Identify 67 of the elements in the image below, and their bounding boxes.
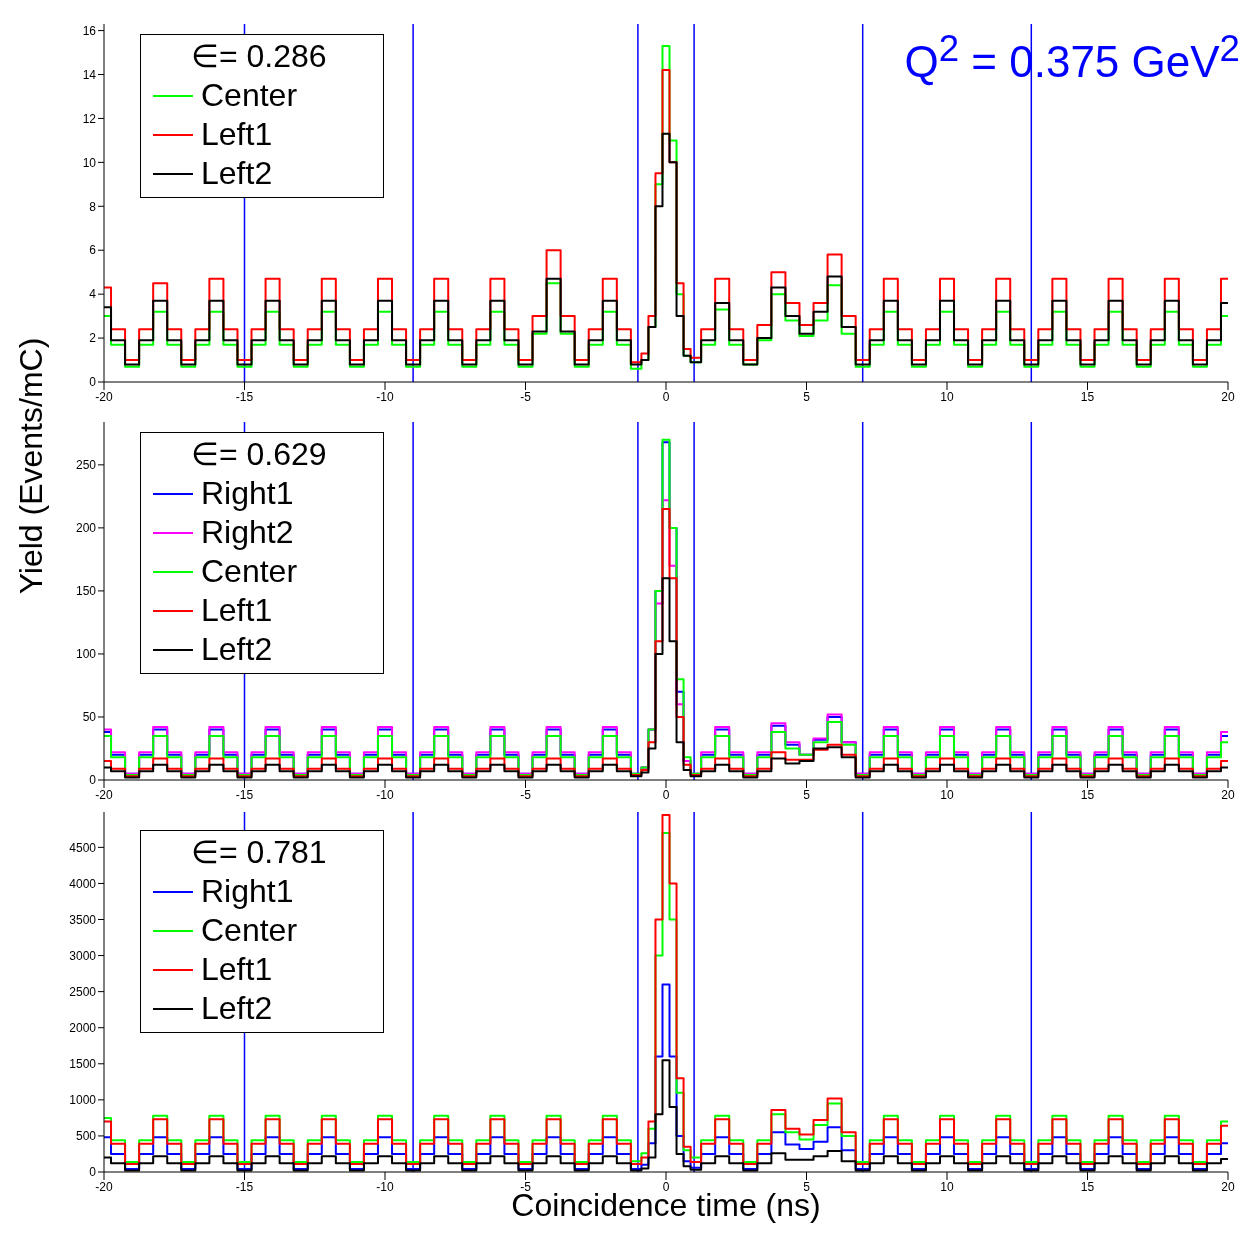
y-tick-label: 150 bbox=[75, 584, 97, 599]
legend-label: Left1 bbox=[201, 950, 273, 989]
y-tick-label: 4000 bbox=[69, 876, 97, 891]
legend-label: Center bbox=[201, 552, 298, 591]
x-tick-label: -20 bbox=[95, 389, 113, 404]
x-tick-label: -15 bbox=[235, 389, 254, 404]
legend-title: ∈= 0.629 bbox=[190, 435, 328, 474]
y-tick-label: 3500 bbox=[69, 912, 97, 927]
y-tick-label: 2 bbox=[89, 331, 97, 346]
x-tick-label: 20 bbox=[1221, 787, 1235, 802]
y-tick-label: 2000 bbox=[69, 1020, 97, 1035]
y-axis-title: Yield (Events/mC) bbox=[13, 337, 49, 595]
x-tick-label: -10 bbox=[376, 787, 394, 802]
x-tick-label: 10 bbox=[940, 787, 954, 802]
y-tick-label: 16 bbox=[82, 23, 97, 38]
x-tick-label: 15 bbox=[1080, 1179, 1095, 1194]
y-tick-label: 2500 bbox=[69, 984, 97, 999]
x-tick-label: 5 bbox=[803, 389, 811, 404]
y-tick-label: 8 bbox=[89, 199, 97, 214]
y-tick-label: 50 bbox=[82, 710, 97, 725]
x-tick-label: -10 bbox=[376, 389, 394, 404]
y-tick-label: 6 bbox=[89, 243, 97, 258]
x-tick-label: -15 bbox=[235, 787, 254, 802]
x-tick-label: -20 bbox=[95, 787, 113, 802]
y-tick-label: 4500 bbox=[69, 840, 97, 855]
x-tick-label: 15 bbox=[1080, 787, 1095, 802]
legend-label: Center bbox=[201, 76, 298, 115]
y-tick-label: 0 bbox=[89, 1165, 97, 1180]
x-tick-label: -5 bbox=[520, 389, 532, 404]
legend-label: Left1 bbox=[201, 115, 273, 154]
legend-label: Right2 bbox=[201, 513, 294, 552]
x-tick-label: 5 bbox=[803, 1179, 811, 1194]
x-tick-label: 0 bbox=[662, 1179, 670, 1194]
y-tick-label: 10 bbox=[82, 155, 97, 170]
legend-label: Left2 bbox=[201, 154, 273, 193]
legend-label: Right1 bbox=[201, 872, 294, 911]
x-tick-label: -10 bbox=[376, 1179, 394, 1194]
x-tick-label: -15 bbox=[235, 1179, 254, 1194]
x-tick-label: 10 bbox=[940, 1179, 954, 1194]
legend-title: ∈= 0.286 bbox=[190, 37, 328, 76]
y-tick-label: 200 bbox=[75, 521, 97, 536]
y-tick-label: 14 bbox=[82, 67, 97, 82]
y-tick-label: 1500 bbox=[69, 1057, 97, 1072]
x-tick-label: 15 bbox=[1080, 389, 1095, 404]
legend-title: ∈= 0.781 bbox=[190, 833, 328, 872]
y-tick-label: 3000 bbox=[69, 948, 97, 963]
legend-label: Left1 bbox=[201, 591, 273, 630]
y-tick-label: 1000 bbox=[69, 1093, 97, 1108]
y-tick-label: 100 bbox=[75, 647, 97, 662]
y-tick-label: 500 bbox=[75, 1129, 97, 1144]
x-tick-label: -5 bbox=[520, 787, 532, 802]
y-tick-label: 12 bbox=[82, 111, 97, 126]
legend-label: Left2 bbox=[201, 630, 273, 669]
x-tick-label: 20 bbox=[1221, 1179, 1235, 1194]
legend-label: Left2 bbox=[201, 989, 273, 1028]
y-tick-label: 4 bbox=[89, 287, 97, 302]
x-tick-label: 10 bbox=[940, 389, 954, 404]
y-tick-label: 250 bbox=[75, 458, 97, 473]
y-tick-label: 0 bbox=[89, 773, 97, 788]
x-tick-label: 20 bbox=[1221, 389, 1235, 404]
legend-label: Right1 bbox=[201, 474, 294, 513]
x-tick-label: 5 bbox=[803, 787, 811, 802]
y-tick-label: 0 bbox=[89, 375, 97, 390]
legend-label: Center bbox=[201, 911, 298, 950]
x-tick-label: -20 bbox=[95, 1179, 113, 1194]
x-tick-label: 0 bbox=[662, 787, 670, 802]
x-tick-label: 0 bbox=[662, 389, 670, 404]
